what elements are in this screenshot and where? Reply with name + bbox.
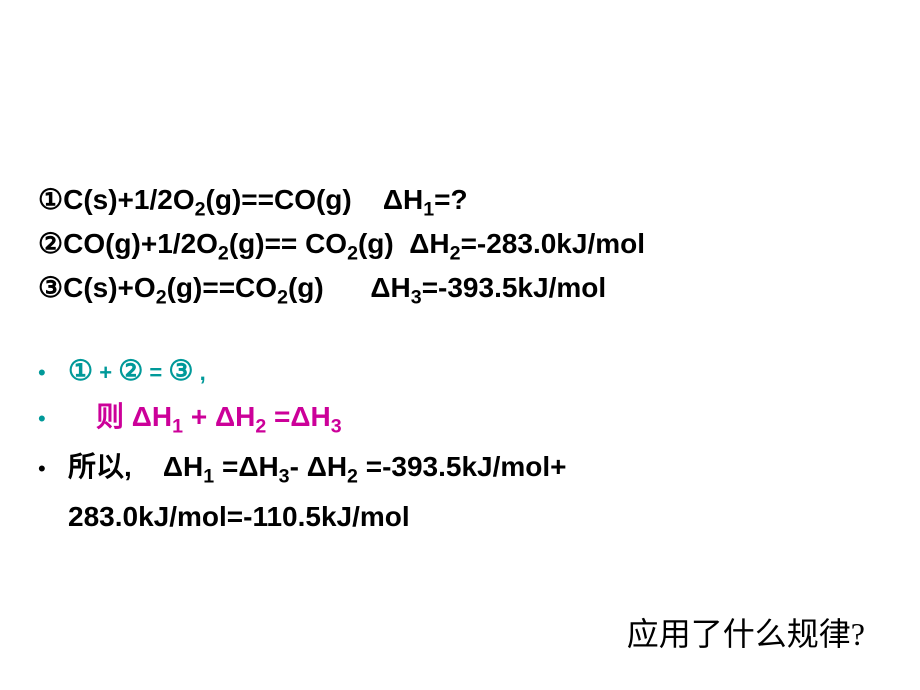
line2-s2: 2 bbox=[255, 416, 266, 438]
eq1-text-before: C(s)+1/2O bbox=[63, 184, 195, 215]
line1-content: ① + ② = ③ , bbox=[68, 350, 206, 392]
line3-d2: ΔH bbox=[307, 451, 347, 482]
eq3-delta: ΔH bbox=[370, 272, 410, 303]
eq3-value: =-393.5kJ/mol bbox=[422, 272, 606, 303]
line1-n2: ② bbox=[118, 355, 143, 386]
eq1-sub1: 2 bbox=[195, 199, 206, 221]
bullet-icon: • bbox=[38, 402, 54, 435]
eq3-text-mid2: (g) bbox=[288, 272, 324, 303]
line1-plus: + bbox=[93, 360, 118, 385]
eq1-value: =? bbox=[434, 184, 467, 215]
eq2-delta: ΔH bbox=[409, 228, 449, 259]
line3-content: 所以, ΔH1 =ΔH3- ΔH2 =-393.5kJ/mol+ bbox=[68, 446, 567, 492]
line2-prefix: 则 bbox=[96, 401, 132, 432]
bullet-line-3: • 所以, ΔH1 =ΔH3- ΔH2 =-393.5kJ/mol+ bbox=[38, 446, 900, 492]
circle-num-3: ③ bbox=[38, 268, 63, 309]
equation-block: ①C(s)+1/2O2(g)==CO(g) ΔH1=? ②CO(g)+1/2O2… bbox=[38, 180, 900, 312]
eq2-spacer bbox=[394, 228, 410, 259]
eq2-text-mid2: (g) bbox=[358, 228, 394, 259]
bullet-section: • ① + ② = ③ , • 则 ΔH1 + ΔH2 =ΔH3 • 所以, Δ… bbox=[38, 350, 900, 538]
eq3-spacer bbox=[324, 272, 371, 303]
circle-num-2: ② bbox=[38, 224, 63, 265]
line3-minus: - bbox=[290, 451, 307, 482]
eq3-deltasub: 3 bbox=[411, 287, 422, 309]
line3-d3: ΔH bbox=[238, 451, 278, 482]
bullet-line-4: • 283.0kJ/mol=-110.5kJ/mol bbox=[38, 496, 900, 538]
line3-text: =-393.5kJ/mol+ bbox=[358, 451, 567, 482]
line2-d2: ΔH bbox=[215, 401, 255, 432]
eq3-text-before: C(s)+O bbox=[63, 272, 156, 303]
line2-s3: 3 bbox=[331, 416, 342, 438]
line3-d1: ΔH bbox=[163, 451, 203, 482]
line3-s2: 2 bbox=[347, 466, 358, 488]
eq1-text-mid: (g)==CO(g) bbox=[206, 184, 352, 215]
bullet-line-2: • 则 ΔH1 + ΔH2 =ΔH3 bbox=[38, 396, 900, 442]
equation-2: ②CO(g)+1/2O2(g)== CO2(g) ΔH2=-283.0kJ/mo… bbox=[38, 224, 900, 268]
line1-comma: , bbox=[193, 360, 205, 385]
eq2-sub2: 2 bbox=[347, 243, 358, 265]
eq2-text-mid1: (g)== CO bbox=[229, 228, 347, 259]
line3-eq1: = bbox=[214, 451, 238, 482]
line3-s3: 3 bbox=[279, 466, 290, 488]
bullet-icon: • bbox=[38, 356, 54, 389]
eq2-text-before: CO(g)+1/2O bbox=[63, 228, 218, 259]
line2-s1: 1 bbox=[172, 416, 183, 438]
bullet-line-1: • ① + ② = ③ , bbox=[38, 350, 900, 392]
line2-content: 则 ΔH1 + ΔH2 =ΔH3 bbox=[68, 396, 342, 442]
circle-num-1: ① bbox=[38, 180, 63, 221]
equation-1: ①C(s)+1/2O2(g)==CO(g) ΔH1=? bbox=[38, 180, 900, 224]
eq2-deltasub: 2 bbox=[450, 243, 461, 265]
line1-n3: ③ bbox=[168, 355, 193, 386]
line2-plus: + bbox=[183, 401, 215, 432]
line3-prefix: 所以, bbox=[68, 451, 163, 482]
line4-text: 283.0kJ/mol=-110.5kJ/mol bbox=[68, 496, 410, 538]
line1-n1: ① bbox=[68, 355, 93, 386]
line1-eq: = bbox=[143, 360, 168, 385]
eq3-sub2: 2 bbox=[277, 287, 288, 309]
eq1-delta: ΔH bbox=[383, 184, 423, 215]
line3-s1: 1 bbox=[203, 466, 214, 488]
eq3-sub1: 2 bbox=[156, 287, 167, 309]
eq2-value: =-283.0kJ/mol bbox=[461, 228, 645, 259]
bullet-icon: • bbox=[38, 452, 54, 485]
line2-d3: ΔH bbox=[290, 401, 330, 432]
eq3-text-mid1: (g)==CO bbox=[167, 272, 277, 303]
equation-3: ③C(s)+O2(g)==CO2(g) ΔH3=-393.5kJ/mol bbox=[38, 268, 900, 312]
question-text: 应用了什么规律? bbox=[627, 609, 865, 655]
eq1-spacer bbox=[352, 184, 383, 215]
line2-d1: ΔH bbox=[132, 401, 172, 432]
eq1-deltasub: 1 bbox=[423, 199, 434, 221]
line2-eq: = bbox=[266, 401, 290, 432]
eq2-sub1: 2 bbox=[218, 243, 229, 265]
